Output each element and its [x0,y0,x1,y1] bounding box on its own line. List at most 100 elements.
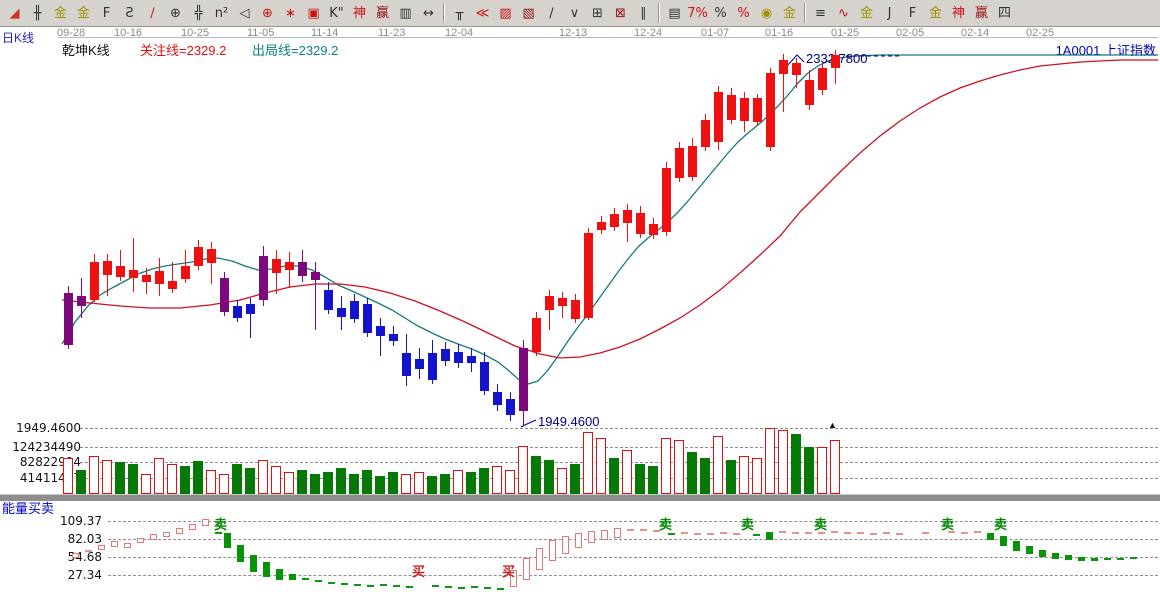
candlestick [753,98,762,122]
n2-icon[interactable]: n² [210,2,233,24]
trendline-icon[interactable]: ∕ [540,2,563,24]
percent-lines-icon[interactable]: % [732,2,755,24]
shen-trend-icon[interactable]: 神 [947,2,970,24]
candlestick [246,304,255,314]
volume-bar [453,470,463,494]
volume-bar [791,434,801,494]
indicator-candle [276,569,283,580]
volume-axis-label: 124234490 [12,440,81,454]
gold-circle-icon[interactable]: ◉ [755,2,778,24]
candlestick [428,353,437,380]
draw-kline-icon[interactable]: ∕ [141,2,164,24]
wave-icon[interactable]: ∿ [832,2,855,24]
percent-icon[interactable]: % [709,2,732,24]
four-trend-icon[interactable]: 四 [993,2,1016,24]
indicator-candle [458,587,465,589]
shen-icon[interactable]: 神 [348,2,371,24]
gold-kline-icon[interactable]: 金 [49,2,72,24]
brush-icon[interactable]: ◢ [3,2,26,24]
notes-icon[interactable]: ≡ [809,2,832,24]
candlestick [467,356,476,363]
barcode-icon[interactable]: ▥ [394,2,417,24]
gold-trend2-icon[interactable]: 金 [924,2,947,24]
frame-icon[interactable]: ╥ [448,2,471,24]
date-axis-line [58,37,1158,38]
gann-fan-icon[interactable]: ▨ [494,2,517,24]
exit-line-label: 出局线=2329.2 [252,43,339,58]
flag-icon[interactable]: ◁ [233,2,256,24]
compass-icon[interactable]: ⊕ [164,2,187,24]
gold-kline2-icon[interactable]: 金 [72,2,95,24]
candlestick [649,224,658,235]
attention-line-label: 关注线=2329.2 [140,43,227,58]
f-trend-icon[interactable]: F [901,2,924,24]
date-label: 01-16 [765,27,794,39]
indicator-candle [250,555,257,572]
indicator-candle [137,538,144,543]
low-price-annotation: 1949.4600 [538,414,600,429]
indicator-candle [870,533,877,535]
ying-icon[interactable]: 赢 [371,2,394,24]
volume-bars-icon[interactable]: ▤ [663,2,686,24]
pane-splitter[interactable] [0,494,1160,501]
indicator-candle [1013,541,1020,551]
indicator-candle [961,532,968,534]
indicator-candle [406,586,413,588]
volume-bar [570,464,580,494]
volume-bar [427,476,437,494]
indicator-panel[interactable] [0,513,1160,592]
gridline [108,521,1158,522]
hook-icon[interactable]: Ƨ [118,2,141,24]
gann-box-icon[interactable]: ▧ [517,2,540,24]
indicator-candle [707,533,714,535]
volume-bar [804,447,814,494]
volume-bar [115,462,125,494]
crosshair-icon[interactable]: ⊕ [256,2,279,24]
candlestick [324,290,333,310]
width-arrows-icon[interactable]: ↔ [417,2,440,24]
indicator-candle [805,532,812,534]
ying-trend-icon[interactable]: 赢 [970,2,993,24]
f-kline-icon[interactable]: F [95,2,118,24]
sell-signal-label: 卖 [941,517,955,532]
indicator-candle [176,528,183,534]
parallel-lines-icon[interactable]: ∥ [632,2,655,24]
star-icon[interactable]: ∗ [279,2,302,24]
percent-trend-icon[interactable]: 7% [686,2,709,24]
candlestick [168,281,177,289]
volume-bar [648,466,658,494]
toolbar-separator [658,3,660,23]
pattern-box-icon[interactable]: ▣ [302,2,325,24]
candlestick [298,262,307,276]
gold-trend-icon[interactable]: 金 [855,2,878,24]
indicator-candle [224,533,231,548]
sell-signal-label: 卖 [741,517,755,532]
candlestick [233,306,242,318]
volume-bar [154,458,164,494]
indicator-candle [614,528,621,538]
volume-bar [609,458,619,494]
date-label: 11-23 [378,27,406,39]
gridline [108,575,1158,576]
candlestick [285,262,294,270]
indicator-candle [354,584,361,586]
grid-icon[interactable]: ⊞ [586,2,609,24]
k-quote-icon[interactable]: K" [325,2,348,24]
zigzag-icon[interactable]: ∨ [563,2,586,24]
indicator-candle [883,532,890,534]
date-label: 02-25 [1026,27,1055,39]
candlestick [818,68,827,90]
kline-grid-icon[interactable]: ╫ [26,2,49,24]
fan-lines-icon[interactable]: ≪ [471,2,494,24]
main-chart-panel[interactable] [0,38,1160,428]
kline2-icon[interactable]: ╬ [187,2,210,24]
grid-arrow-icon[interactable]: ⊠ [609,2,632,24]
gold-slash-icon[interactable]: 金 [778,2,801,24]
volume-bar [583,432,593,494]
candlestick [610,214,619,227]
indicator-title: 能量买卖 [2,501,55,516]
candlestick [519,348,528,411]
candle-wick [289,252,290,288]
volume-bar [349,474,359,494]
j-trend-icon[interactable]: J [878,2,901,24]
